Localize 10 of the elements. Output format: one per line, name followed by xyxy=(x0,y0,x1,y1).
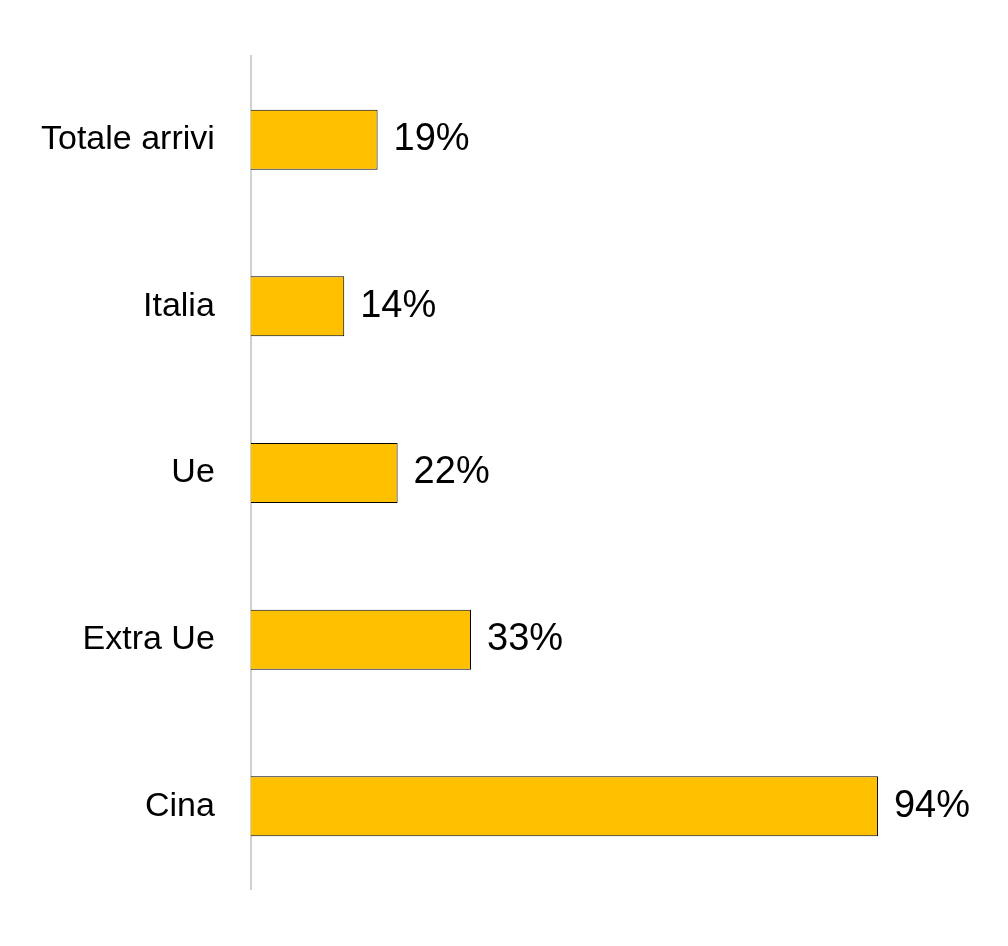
y-tick-label: Ue xyxy=(171,451,215,490)
y-tick-label: Italia xyxy=(143,284,215,323)
data-label: 14% xyxy=(360,282,437,325)
data-label: 19% xyxy=(393,116,470,159)
y-tick-label: Totale arrivi xyxy=(40,118,215,157)
data-label: 94% xyxy=(893,782,971,825)
y-tick-label: Extra Ue xyxy=(82,618,215,657)
y-tick-label: Cina xyxy=(144,784,215,823)
data-label: 33% xyxy=(487,616,564,659)
data-label: 22% xyxy=(413,449,490,492)
